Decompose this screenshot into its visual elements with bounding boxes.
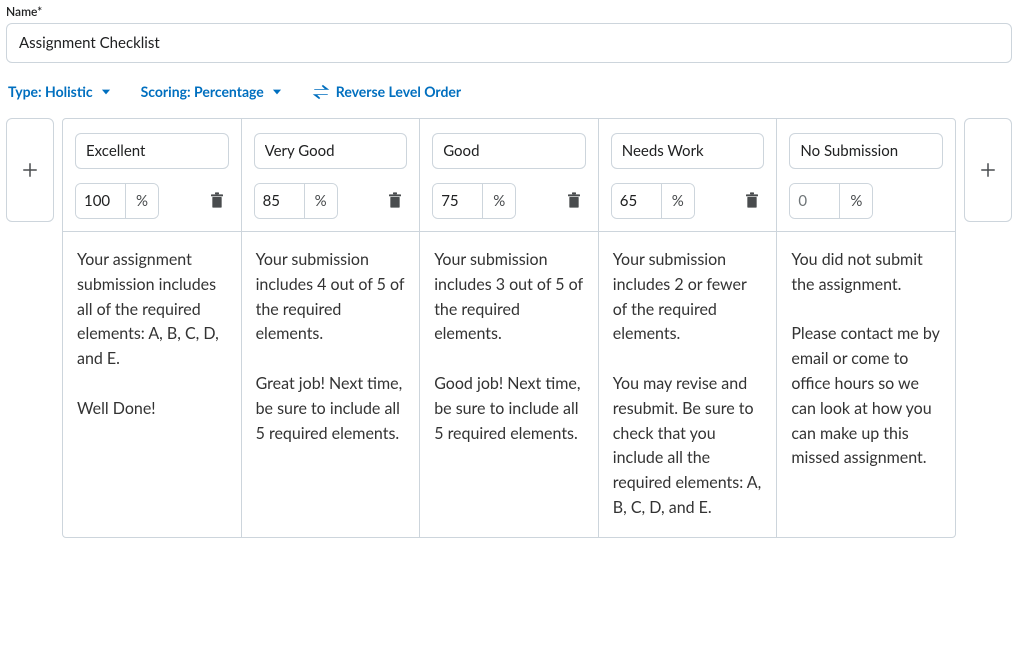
level-name-input[interactable]: [611, 133, 765, 169]
score-box: %: [254, 183, 338, 219]
plus-icon: [21, 161, 39, 179]
name-label: Name*: [6, 4, 1012, 19]
reverse-label: Reverse Level Order: [336, 83, 461, 100]
level-description[interactable]: Your assignment submission includes all …: [63, 232, 241, 537]
delete-level-button[interactable]: [740, 188, 764, 214]
delete-level-button[interactable]: [562, 188, 586, 214]
score-row: %: [75, 183, 229, 219]
trash-icon: [744, 192, 760, 210]
score-unit: %: [840, 184, 872, 218]
level-name-input[interactable]: [254, 133, 408, 169]
score-input[interactable]: [76, 184, 126, 218]
level-header: %: [777, 119, 955, 232]
level-column: % You did not submit the assignment. Plea…: [777, 119, 955, 537]
score-input[interactable]: [433, 184, 483, 218]
reverse-level-order-button[interactable]: Reverse Level Order: [312, 83, 461, 100]
rubric-name-input[interactable]: [6, 23, 1012, 63]
trash-icon: [387, 192, 403, 210]
chevron-down-icon: [270, 85, 284, 99]
score-input[interactable]: [255, 184, 305, 218]
score-row: %: [789, 183, 943, 219]
level-column: % Your submission includes 4 out of 5 of …: [242, 119, 421, 537]
delete-level-button[interactable]: [383, 188, 407, 214]
trash-icon: [566, 192, 582, 210]
scoring-dropdown[interactable]: Scoring: Percentage: [141, 83, 284, 100]
score-box: %: [75, 183, 159, 219]
level-header: %: [420, 119, 598, 232]
level-description[interactable]: Your submission includes 4 out of 5 of t…: [242, 232, 420, 537]
level-description[interactable]: Your submission includes 3 out of 5 of t…: [420, 232, 598, 537]
score-input[interactable]: [790, 184, 840, 218]
score-unit: %: [305, 184, 337, 218]
score-row: %: [254, 183, 408, 219]
scoring-label: Scoring: Percentage: [141, 83, 264, 100]
level-column: % Your submission includes 2 or fewer of …: [599, 119, 778, 537]
chevron-down-icon: [99, 85, 113, 99]
type-label: Type: Holistic: [8, 83, 93, 100]
add-level-left-button[interactable]: [6, 118, 54, 222]
delete-level-button[interactable]: [205, 188, 229, 214]
score-unit: %: [483, 184, 515, 218]
level-column: % Your submission includes 3 out of 5 of …: [420, 119, 599, 537]
type-dropdown[interactable]: Type: Holistic: [8, 83, 113, 100]
level-description[interactable]: Your submission includes 2 or fewer of t…: [599, 232, 777, 537]
add-level-right-button[interactable]: [964, 118, 1012, 222]
level-header: %: [599, 119, 777, 232]
score-unit: %: [126, 184, 158, 218]
score-box: %: [432, 183, 516, 219]
level-header: %: [63, 119, 241, 232]
level-name-input[interactable]: [789, 133, 943, 169]
trash-icon: [209, 192, 225, 210]
swap-icon: [312, 84, 330, 100]
level-description[interactable]: You did not submit the assignment. Pleas…: [777, 232, 955, 537]
score-row: %: [611, 183, 765, 219]
plus-icon: [979, 161, 997, 179]
score-input[interactable]: [612, 184, 662, 218]
level-column: % Your assignment submission includes all…: [63, 119, 242, 537]
level-header: %: [242, 119, 420, 232]
score-box: %: [789, 183, 873, 219]
score-box: %: [611, 183, 695, 219]
score-row: %: [432, 183, 586, 219]
level-name-input[interactable]: [432, 133, 586, 169]
score-unit: %: [662, 184, 694, 218]
rubric-grid: % Your assignment submission includes all…: [62, 118, 956, 538]
level-name-input[interactable]: [75, 133, 229, 169]
